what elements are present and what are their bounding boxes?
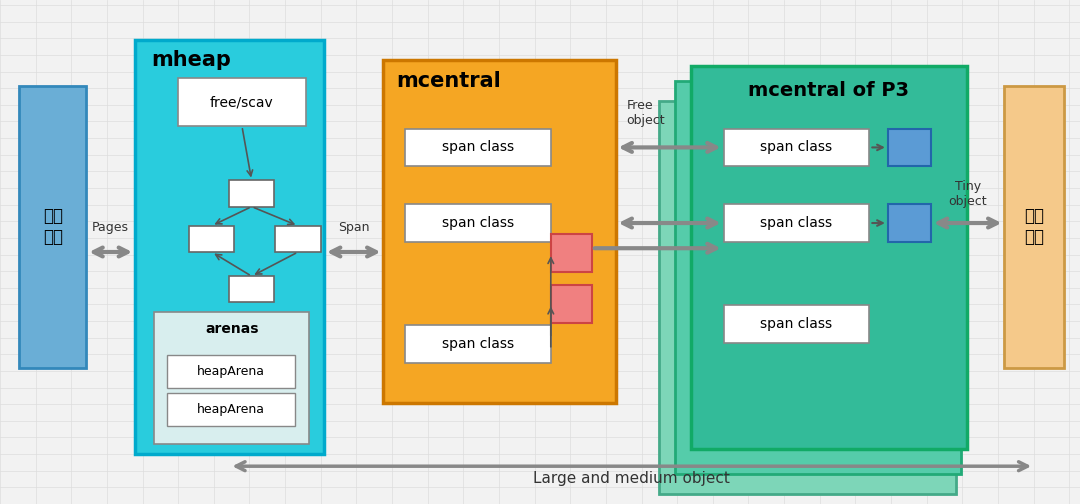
Text: 虚拟
内存: 虚拟 内存 — [43, 208, 63, 246]
Text: Large and medium object: Large and medium object — [534, 471, 730, 486]
Bar — [551, 234, 592, 272]
Bar — [154, 312, 309, 444]
Bar — [275, 226, 321, 252]
Bar — [888, 129, 931, 166]
Text: Tiny
object: Tiny object — [948, 180, 987, 208]
Bar — [178, 78, 306, 126]
Text: span class: span class — [760, 317, 833, 331]
Text: span class: span class — [760, 141, 833, 154]
Text: Pages: Pages — [92, 221, 130, 234]
Text: span class: span class — [760, 216, 833, 230]
Bar — [724, 204, 869, 242]
Text: heapArena: heapArena — [198, 365, 265, 378]
Text: mcentral of P2: mcentral of P2 — [744, 96, 892, 114]
Text: free/scav: free/scav — [210, 95, 274, 109]
Text: arenas: arenas — [205, 322, 258, 336]
Bar — [229, 180, 274, 207]
Bar — [659, 101, 956, 494]
Bar — [691, 66, 967, 449]
Bar — [167, 393, 295, 426]
Bar — [405, 325, 551, 363]
Bar — [724, 129, 869, 166]
Bar — [1004, 86, 1064, 368]
Bar — [167, 355, 295, 388]
Bar — [888, 204, 931, 242]
Bar — [19, 86, 86, 368]
Bar — [229, 276, 274, 302]
Text: mcentral of P1: mcentral of P1 — [739, 116, 876, 134]
Text: span class: span class — [442, 216, 514, 230]
Bar — [405, 204, 551, 242]
Text: mcentral: mcentral — [396, 71, 501, 91]
Text: 应用
程序: 应用 程序 — [1024, 208, 1044, 246]
Text: heapArena: heapArena — [198, 403, 265, 416]
Bar — [551, 285, 592, 323]
Bar — [135, 40, 324, 454]
Bar — [675, 81, 961, 474]
Text: Span: Span — [338, 221, 369, 234]
Bar — [189, 226, 234, 252]
Text: mheap: mheap — [151, 50, 231, 71]
Bar — [383, 60, 616, 403]
Text: span class: span class — [442, 141, 514, 154]
Bar — [405, 129, 551, 166]
Bar — [724, 305, 869, 343]
Text: span class: span class — [442, 337, 514, 351]
Text: mcentral of P3: mcentral of P3 — [748, 81, 909, 100]
Text: Free
object: Free object — [626, 99, 665, 128]
